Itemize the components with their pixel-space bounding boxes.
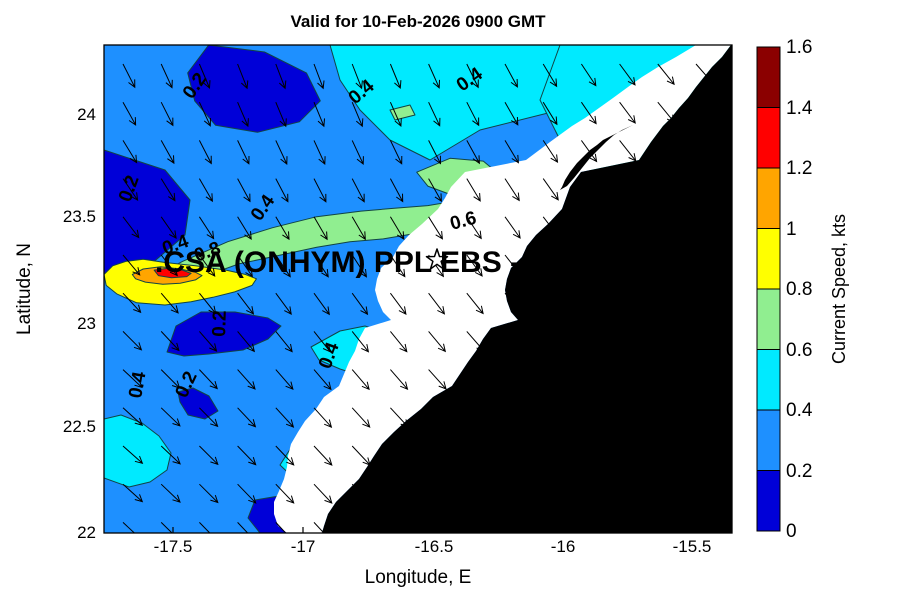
svg-text:.CSA (ONHYM) PPL EBS - We: .CSA (ONHYM) PPL EBS - We bbox=[155, 246, 573, 279]
svg-text:1: 1 bbox=[786, 219, 797, 240]
svg-text:-16.5: -16.5 bbox=[415, 537, 454, 556]
svg-text:24: 24 bbox=[77, 105, 96, 124]
svg-text:0.2: 0.2 bbox=[786, 461, 812, 482]
svg-text:Longitude, E: Longitude, E bbox=[365, 567, 472, 588]
svg-text:-15.5: -15.5 bbox=[673, 537, 712, 556]
svg-text:22.5: 22.5 bbox=[63, 417, 96, 436]
svg-text:Latitude, N: Latitude, N bbox=[14, 243, 35, 335]
svg-text:22: 22 bbox=[77, 523, 96, 542]
svg-text:23: 23 bbox=[77, 314, 96, 333]
svg-text:-17: -17 bbox=[291, 537, 316, 556]
svg-text:Valid for 10-Feb-2026 0900 GMT: Valid for 10-Feb-2026 0900 GMT bbox=[290, 12, 546, 31]
svg-text:23.5: 23.5 bbox=[63, 207, 96, 226]
svg-text:Current Speed, kts: Current Speed, kts bbox=[829, 214, 849, 364]
svg-text:0.6: 0.6 bbox=[786, 340, 812, 361]
svg-text:1.4: 1.4 bbox=[786, 98, 813, 119]
svg-text:0.4: 0.4 bbox=[786, 400, 813, 421]
svg-text:1.6: 1.6 bbox=[786, 37, 812, 58]
svg-text:0.8: 0.8 bbox=[786, 279, 812, 300]
svg-text:0.2: 0.2 bbox=[209, 310, 231, 337]
svg-text:-16: -16 bbox=[551, 537, 576, 556]
svg-text:1.2: 1.2 bbox=[786, 158, 812, 179]
svg-text:-17.5: -17.5 bbox=[154, 537, 193, 556]
svg-text:0: 0 bbox=[786, 521, 797, 542]
